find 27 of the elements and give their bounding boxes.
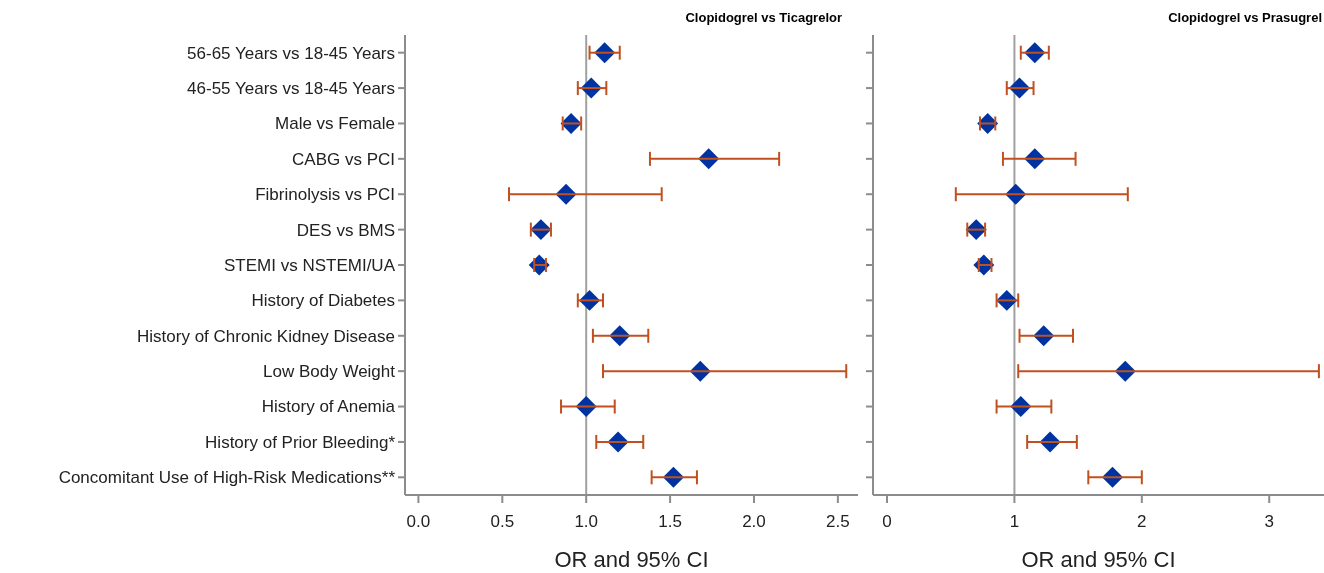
y-tick-label: CABG vs PCI bbox=[292, 149, 395, 169]
x-tick-label: 1 bbox=[1009, 512, 1020, 531]
y-tick-label: STEMI vs NSTEMI/UA bbox=[224, 255, 396, 275]
y-tick-label: 56-65 Years vs 18-45 Years bbox=[187, 43, 395, 63]
x-tick-label: 1.5 bbox=[658, 512, 682, 531]
chart-title: Clopidogrel vs Prasugrel bbox=[1168, 10, 1322, 25]
y-tick-label: Low Body Weight bbox=[263, 362, 396, 382]
y-tick-label: Concomitant Use of High-Risk Medications** bbox=[58, 468, 396, 488]
x-axis-title: OR and 95% CI bbox=[1021, 547, 1176, 572]
x-tick-label: 3 bbox=[1264, 512, 1274, 531]
x-tick-label: 2 bbox=[1137, 512, 1147, 531]
y-tick-label: Male vs Female bbox=[275, 114, 395, 134]
x-tick-label: 0 bbox=[882, 512, 892, 531]
x-tick-label: 2.0 bbox=[742, 512, 766, 531]
x-tick-label: 2.5 bbox=[826, 512, 850, 531]
x-tick-label: 0.5 bbox=[490, 512, 515, 531]
y-tick-label: History of Diabetes bbox=[251, 291, 395, 311]
y-tick-label: DES vs BMS bbox=[296, 220, 395, 240]
x-tick-label: 1.0 bbox=[574, 512, 599, 531]
y-tick-label: History of Prior Bleeding* bbox=[205, 432, 396, 452]
x-axis-title: OR and 95% CI bbox=[554, 547, 709, 572]
y-tick-label: Fibrinolysis vs PCI bbox=[255, 185, 395, 205]
y-tick-label: History of Chronic Kidney Disease bbox=[137, 326, 395, 346]
chart-title: Clopidogrel vs Ticagrelor bbox=[685, 10, 842, 25]
y-tick-label: History of Anemia bbox=[261, 397, 396, 417]
y-tick-label: 46-55 Years vs 18-45 Years bbox=[187, 79, 395, 99]
x-tick-label: 0.0 bbox=[406, 512, 431, 531]
